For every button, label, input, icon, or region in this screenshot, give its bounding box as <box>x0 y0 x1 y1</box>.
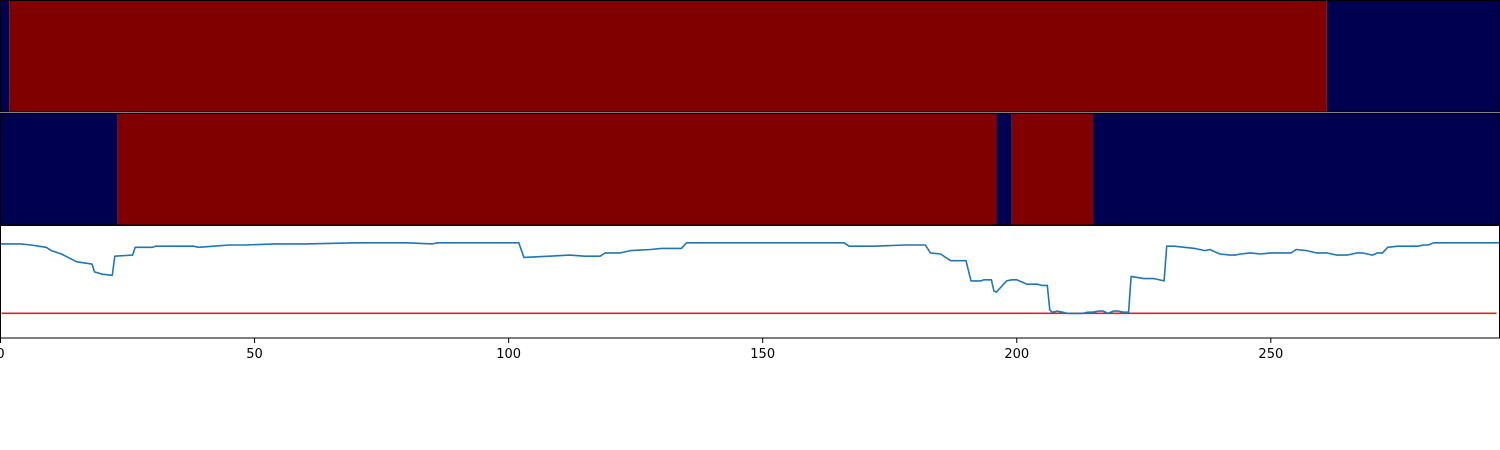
x-tick-label: 200 <box>1004 347 1029 362</box>
x-tick-label: 150 <box>750 347 775 362</box>
band-2-segment-high <box>1011 113 1093 225</box>
x-axis: 0 50 100 150 200 250 <box>0 338 1283 362</box>
x-tick-label: 100 <box>496 347 521 362</box>
middle-state-band <box>0 113 1500 225</box>
band-2-segment-low <box>996 113 1012 225</box>
band-1-segment-low <box>1326 0 1500 112</box>
x-tick-label: 250 <box>1258 347 1283 362</box>
band-1-segment-low <box>0 0 10 112</box>
top-state-band <box>0 0 1500 112</box>
band-1-segment-high <box>9 0 1327 112</box>
band-2-segment-high <box>117 113 997 225</box>
x-tick-label: 50 <box>246 347 263 362</box>
band-2-segment-low <box>1092 113 1500 225</box>
series-line-0 <box>0 242 1500 315</box>
x-tick-label: 0 <box>0 347 5 362</box>
band-2-segment-low <box>0 113 118 225</box>
line-panel <box>0 0 1500 339</box>
